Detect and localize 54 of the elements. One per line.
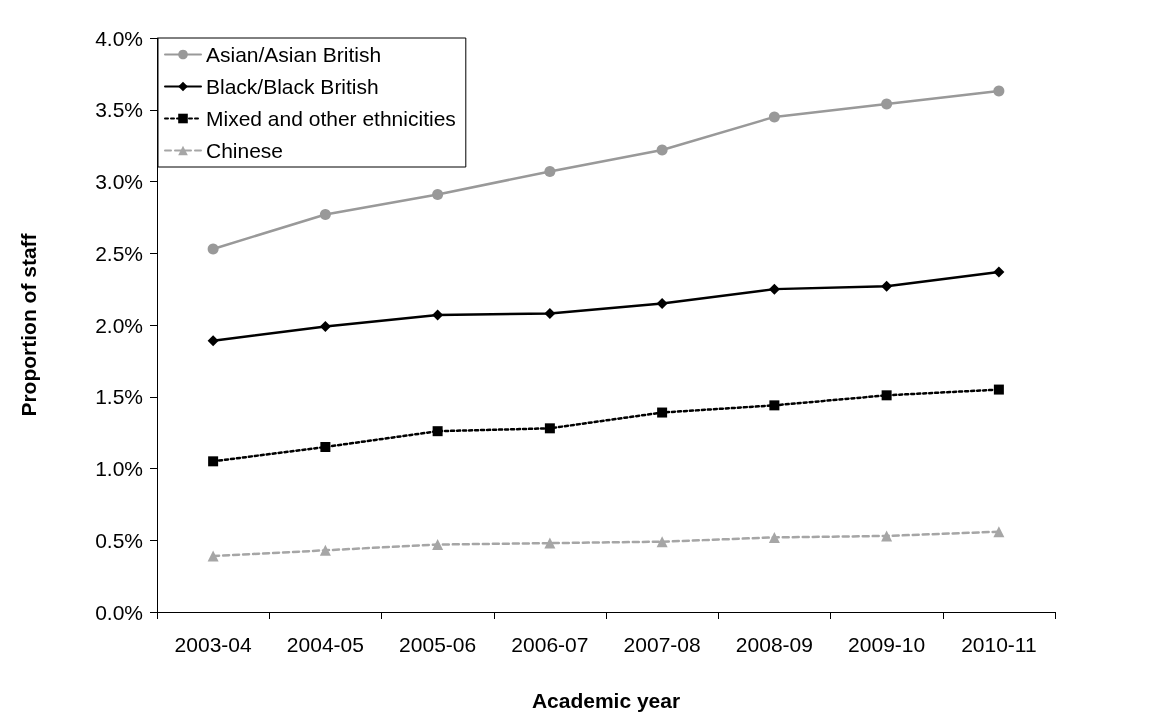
point — [319, 209, 331, 220]
point — [432, 426, 443, 437]
point — [656, 536, 668, 548]
point — [207, 550, 219, 562]
legend-label: Black/Black British — [206, 75, 379, 98]
point — [544, 165, 556, 177]
point — [207, 335, 219, 347]
y-tick-label: 2.0% — [95, 313, 143, 337]
y-tick-label: 2.5% — [95, 241, 143, 265]
point — [320, 441, 331, 452]
x-tick-label: 2007-08 — [623, 633, 701, 656]
point — [768, 531, 780, 543]
point — [657, 407, 668, 418]
x-axis-title: Academic year — [531, 689, 681, 712]
legend-label: Chinese — [206, 139, 284, 162]
x-tick-label: 2005-06 — [399, 633, 477, 656]
point — [769, 400, 780, 411]
point — [544, 537, 556, 549]
point — [768, 283, 780, 295]
x-tick-label: 2010-11 — [961, 633, 1037, 656]
point — [768, 111, 780, 123]
x-tick-label: 2008-09 — [735, 633, 813, 656]
y-tick-label: 1.5% — [95, 385, 143, 409]
point — [319, 544, 331, 556]
x-tick-label: 2006-07 — [511, 633, 589, 656]
legend-label: Asian/Asian British — [206, 43, 382, 66]
point — [656, 297, 668, 309]
point — [432, 188, 444, 200]
legend-label: Mixed and other ethnicities — [206, 107, 456, 130]
point — [207, 243, 219, 255]
point — [881, 98, 893, 110]
y-tick-label: 0.5% — [95, 528, 143, 552]
y-tick-label: 0.0% — [95, 600, 143, 624]
y-tick-label: 1.0% — [95, 457, 143, 480]
x-tick-label: 2004-05 — [286, 633, 364, 656]
point — [993, 266, 1005, 278]
point — [544, 308, 556, 320]
point — [881, 530, 893, 542]
point — [432, 539, 444, 551]
y-tick-label: 3.5% — [95, 98, 143, 122]
point — [544, 423, 555, 434]
point — [993, 85, 1005, 97]
point — [208, 456, 219, 467]
point — [319, 320, 331, 332]
y-axis-title: Proportion of staff — [17, 232, 40, 417]
x-tick-label: 2003-04 — [174, 633, 252, 656]
point — [656, 144, 668, 156]
point — [993, 384, 1004, 395]
point — [881, 390, 892, 401]
point — [881, 280, 893, 292]
y-tick-label: 4.0% — [95, 26, 143, 50]
point — [993, 526, 1005, 538]
y-tick-label: 3.0% — [95, 170, 143, 193]
x-tick-label: 2009-10 — [848, 633, 926, 656]
